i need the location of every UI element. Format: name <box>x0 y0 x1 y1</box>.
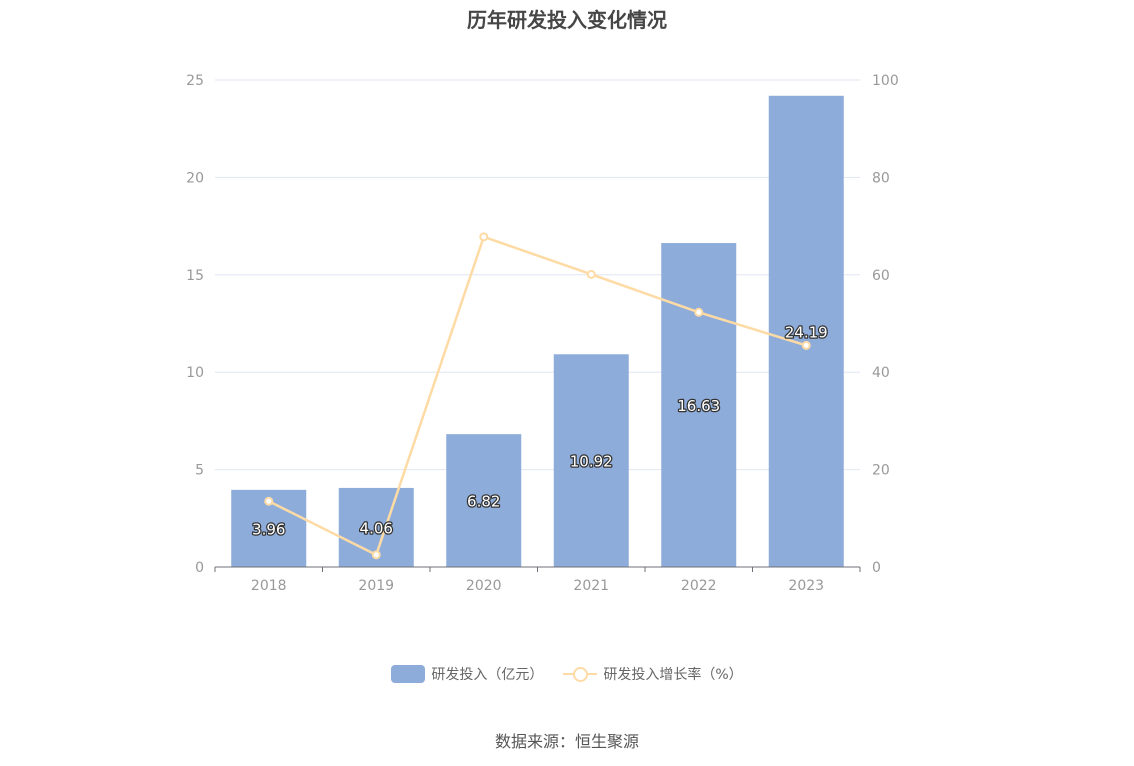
growth-rate-point <box>694 307 704 317</box>
source-note: 数据来源：恒生聚源 <box>494 732 639 751</box>
legend-item-bar[interactable]: 研发投入（亿元） <box>391 664 543 684</box>
y-right-tick-label: 0 <box>872 560 881 576</box>
bar-data-label: 16.63 <box>677 397 720 415</box>
legend-label-line: 研发投入增长率（%） <box>603 667 743 683</box>
bar <box>553 354 629 567</box>
x-axis: 2018 2019 2020 2021 2022 2023 <box>214 566 861 594</box>
y-right-tick-label: 80 <box>872 170 890 186</box>
y-right-tick-label: 40 <box>872 365 890 381</box>
y-right-tick-label: 20 <box>872 463 890 479</box>
right-axis-ticks: 0 20 40 60 80 100 <box>872 73 899 576</box>
grid-layer <box>215 79 860 471</box>
x-tick-label: 2020 <box>466 578 502 594</box>
x-tick-label: 2018 <box>251 578 287 594</box>
growth-rate-point <box>586 269 596 279</box>
bar-data-label: 6.82 <box>467 493 500 511</box>
bar <box>661 243 737 567</box>
line-layer <box>264 232 811 560</box>
growth-rate-point <box>479 232 489 242</box>
growth-rate-point <box>264 496 274 506</box>
chart-title: 历年研发投入变化情况 <box>467 8 667 32</box>
growth-rate-point <box>801 340 811 350</box>
x-tick-label: 2022 <box>681 578 717 594</box>
x-tick-label: 2021 <box>573 578 609 594</box>
legend-label-bar: 研发投入（亿元） <box>431 667 544 683</box>
bar-data-label: 10.92 <box>570 453 613 471</box>
legend-item-line[interactable]: 研发投入增长率（%） <box>563 664 743 684</box>
y-left-tick-label: 10 <box>186 365 204 381</box>
legend: 研发投入（亿元） 研发投入增长率（%） <box>0 664 1134 684</box>
y-right-tick-label: 100 <box>872 73 899 89</box>
y-left-tick-label: 20 <box>186 170 204 186</box>
left-axis-ticks: 0 5 10 15 20 25 <box>186 73 204 576</box>
x-tick-label: 2023 <box>788 578 824 594</box>
bar-data-label: 24.19 <box>785 323 828 341</box>
growth-rate-point <box>371 550 381 560</box>
data-label-layer: 3.96 4.06 6.82 10.92 16.63 24.19 <box>251 322 829 540</box>
x-tick-label: 2019 <box>358 578 394 594</box>
legend-bar-swatch <box>391 665 426 683</box>
y-right-tick-label: 60 <box>872 268 890 284</box>
bar <box>768 95 844 567</box>
y-left-tick-label: 25 <box>186 73 204 89</box>
bar-data-label: 3.96 <box>252 520 285 538</box>
growth-rate-line <box>268 235 807 557</box>
bar <box>446 434 522 567</box>
y-left-tick-label: 5 <box>195 463 204 479</box>
y-left-tick-label: 15 <box>186 268 204 284</box>
bar-data-label: 4.06 <box>360 519 393 537</box>
legend-line-swatch <box>563 665 598 683</box>
y-left-tick-label: 0 <box>195 560 204 576</box>
bar-layer <box>231 95 844 567</box>
